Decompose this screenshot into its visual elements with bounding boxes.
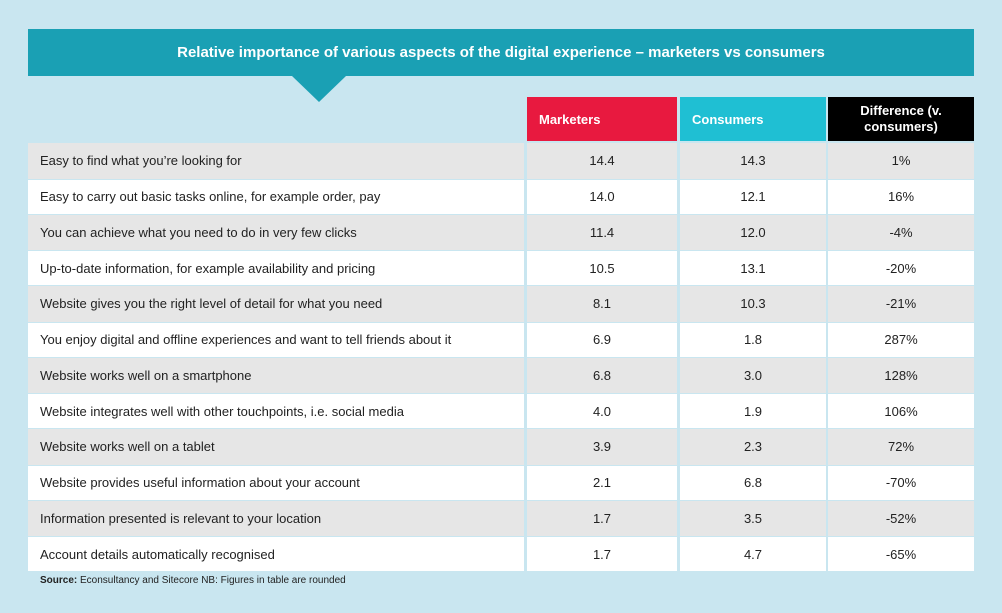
row-label: Website provides useful information abou… bbox=[28, 465, 524, 500]
difference-value: 72% bbox=[828, 429, 974, 465]
table-row: Website integrates well with other touch… bbox=[28, 393, 974, 429]
table-row: Easy to carry out basic tasks online, fo… bbox=[28, 178, 974, 215]
table-row: Account details automatically recognised… bbox=[28, 536, 974, 572]
marketers-value: 14.4 bbox=[527, 143, 677, 179]
row-label: Website integrates well with other touch… bbox=[28, 394, 524, 428]
row-label: Information presented is relevant to you… bbox=[28, 500, 524, 537]
marketers-value: 6.8 bbox=[527, 357, 677, 394]
row-label: You can achieve what you need to do in v… bbox=[28, 214, 524, 251]
table-row: Information presented is relevant to you… bbox=[28, 500, 974, 537]
difference-value: -4% bbox=[828, 214, 974, 251]
marketers-value: 8.1 bbox=[527, 286, 677, 322]
table-row: Up-to-date information, for example avai… bbox=[28, 250, 974, 286]
marketers-value: 4.0 bbox=[527, 394, 677, 428]
row-label: Up-to-date information, for example avai… bbox=[28, 251, 524, 285]
consumers-value: 4.7 bbox=[680, 537, 826, 571]
table-row: Website works well on a smartphone 6.8 3.0… bbox=[28, 357, 974, 394]
consumers-value: 12.0 bbox=[680, 214, 826, 251]
consumers-value: 14.3 bbox=[680, 143, 826, 179]
chart-title-banner: Relative importance of various aspects o… bbox=[28, 29, 974, 76]
difference-value: -65% bbox=[828, 537, 974, 571]
table-header: Marketers Consumers Difference (v. consu… bbox=[28, 97, 974, 141]
row-label: Website works well on a tablet bbox=[28, 429, 524, 465]
table-row: You enjoy digital and offline experience… bbox=[28, 321, 974, 358]
banner-pointer-arrow bbox=[292, 76, 346, 102]
chart-title: Relative importance of various aspects o… bbox=[177, 44, 825, 61]
difference-value: -52% bbox=[828, 500, 974, 537]
difference-value: -70% bbox=[828, 465, 974, 500]
consumers-value: 3.0 bbox=[680, 357, 826, 394]
source-label: Source: bbox=[40, 575, 78, 586]
row-label: Website gives you the right level of det… bbox=[28, 286, 524, 322]
consumers-value: 1.8 bbox=[680, 322, 826, 357]
table-row: Website provides useful information abou… bbox=[28, 464, 974, 501]
marketers-value: 6.9 bbox=[527, 322, 677, 357]
row-label: Website works well on a smartphone bbox=[28, 357, 524, 394]
consumers-value: 12.1 bbox=[680, 179, 826, 214]
row-label: Account details automatically recognised bbox=[28, 537, 524, 571]
header-difference: Difference (v. consumers) bbox=[828, 97, 974, 141]
marketers-value: 11.4 bbox=[527, 214, 677, 251]
source-text: Econsultancy and Sitecore NB: Figures in… bbox=[77, 575, 346, 586]
difference-value: -21% bbox=[828, 286, 974, 322]
marketers-value: 1.7 bbox=[527, 500, 677, 537]
table-body: Easy to find what you’re looking for 14.4… bbox=[28, 143, 974, 572]
marketers-value: 3.9 bbox=[527, 429, 677, 465]
consumers-value: 3.5 bbox=[680, 500, 826, 537]
consumers-value: 10.3 bbox=[680, 286, 826, 322]
marketers-value: 14.0 bbox=[527, 179, 677, 214]
consumers-value: 13.1 bbox=[680, 251, 826, 285]
difference-value: -20% bbox=[828, 251, 974, 285]
source-note: Source: Econsultancy and Sitecore NB: Fi… bbox=[40, 575, 346, 586]
marketers-value: 1.7 bbox=[527, 537, 677, 571]
table-row: Website works well on a tablet 3.9 2.3 72% bbox=[28, 429, 974, 465]
header-consumers: Consumers bbox=[680, 97, 826, 141]
marketers-value: 10.5 bbox=[527, 251, 677, 285]
row-label: Easy to carry out basic tasks online, fo… bbox=[28, 179, 524, 214]
marketers-value: 2.1 bbox=[527, 465, 677, 500]
row-label: You enjoy digital and offline experience… bbox=[28, 322, 524, 357]
table-row: You can achieve what you need to do in v… bbox=[28, 214, 974, 251]
table-row: Website gives you the right level of det… bbox=[28, 286, 974, 322]
row-label: Easy to find what you’re looking for bbox=[28, 143, 524, 179]
consumers-value: 2.3 bbox=[680, 429, 826, 465]
consumers-value: 6.8 bbox=[680, 465, 826, 500]
header-marketers: Marketers bbox=[527, 97, 677, 141]
difference-value: 287% bbox=[828, 322, 974, 357]
difference-value: 106% bbox=[828, 394, 974, 428]
difference-value: 1% bbox=[828, 143, 974, 179]
table-row: Easy to find what you’re looking for 14.4… bbox=[28, 143, 974, 179]
consumers-value: 1.9 bbox=[680, 394, 826, 428]
difference-value: 16% bbox=[828, 179, 974, 214]
difference-value: 128% bbox=[828, 357, 974, 394]
